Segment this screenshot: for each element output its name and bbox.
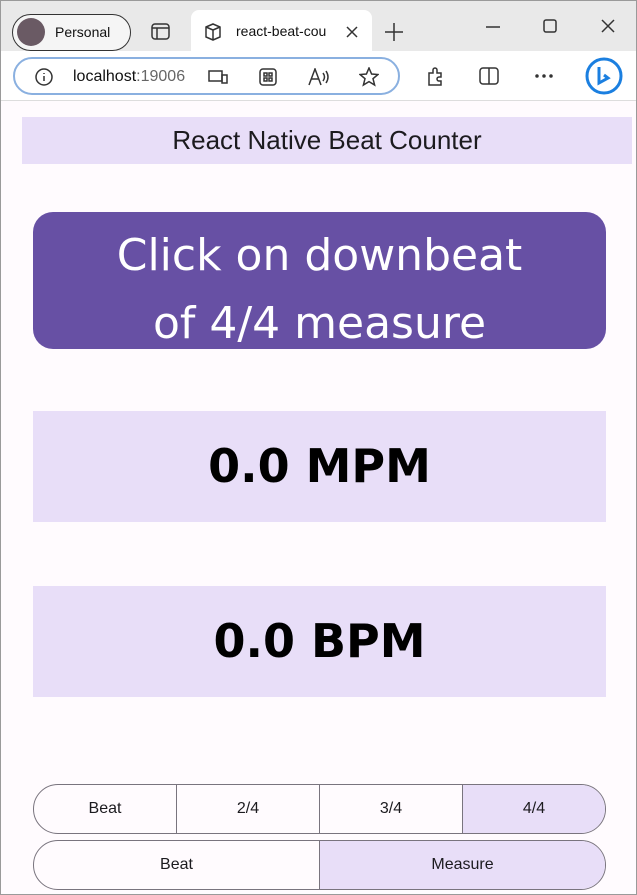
close-window-icon[interactable] — [601, 19, 615, 33]
maximize-icon[interactable] — [543, 19, 557, 33]
tab-title: react-beat-cou — [236, 23, 327, 39]
url: localhost:19006 — [73, 68, 185, 86]
url-port: :19006 — [136, 68, 186, 85]
url-host: localhost — [73, 68, 137, 85]
title-bar: Personal react-beat-cou — [1, 1, 636, 51]
segment-option[interactable]: 2/4 — [176, 785, 319, 833]
profile-button[interactable]: Personal — [12, 14, 131, 51]
devices-icon[interactable] — [208, 69, 228, 85]
segment-option[interactable]: 4/4 — [462, 785, 605, 833]
copilot-icon[interactable] — [585, 57, 623, 95]
minimize-icon[interactable] — [486, 26, 500, 28]
avatar — [17, 18, 45, 46]
split-screen-icon[interactable] — [479, 67, 499, 85]
favicon — [205, 23, 221, 41]
read-aloud-icon[interactable] — [308, 68, 330, 86]
tab-actions-icon[interactable] — [151, 23, 171, 41]
favorite-icon[interactable] — [359, 67, 379, 87]
segmented-control: Beat 2/4 3/4 4/4 — [33, 784, 606, 834]
mpm-display: 0.0 MPM — [33, 411, 606, 522]
new-tab-icon[interactable] — [384, 22, 404, 42]
segment-option[interactable]: 3/4 — [319, 785, 462, 833]
more-icon[interactable] — [534, 74, 554, 78]
extensions-icon[interactable] — [425, 67, 445, 87]
address-row: localhost:19006 — [1, 51, 636, 101]
app-header: React Native Beat Counter — [22, 117, 632, 164]
bpm-display: 0.0 BPM — [33, 586, 606, 697]
active-tab[interactable]: react-beat-cou — [191, 10, 372, 51]
segment-option[interactable]: Beat — [160, 856, 193, 873]
info-icon[interactable] — [35, 68, 53, 86]
segment-option[interactable]: Beat — [88, 800, 122, 817]
segmented-control: Beat Measure — [33, 840, 606, 890]
apps-icon[interactable] — [259, 68, 277, 86]
segment-option[interactable]: Measure — [319, 841, 605, 889]
tap-button[interactable]: Click on downbeat of 4/4 measure — [33, 212, 606, 349]
address-bar[interactable]: localhost:19006 — [13, 57, 400, 95]
profile-name: Personal — [55, 24, 111, 40]
close-tab-icon[interactable] — [346, 26, 358, 38]
